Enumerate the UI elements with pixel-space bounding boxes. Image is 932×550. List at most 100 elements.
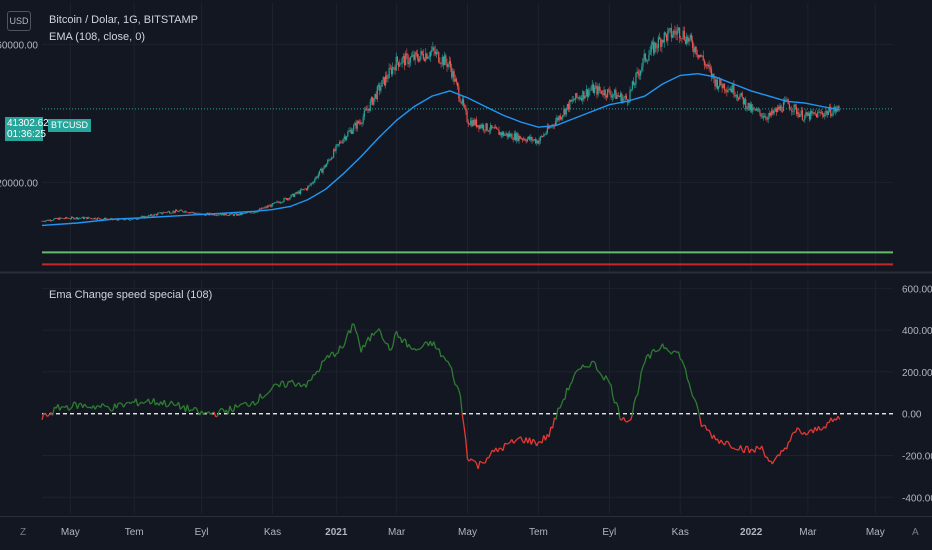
oscillator-segment (142, 401, 146, 405)
candle-body (303, 189, 305, 190)
candle-body (592, 84, 595, 94)
candle-body (47, 219, 49, 221)
candle-body (462, 99, 465, 106)
candle-body (86, 217, 88, 220)
candle-body (550, 126, 552, 128)
candle-body (349, 129, 351, 131)
oscillator-segment (663, 347, 667, 350)
candle-body (333, 149, 335, 158)
candle-body (222, 213, 224, 216)
candle-body (604, 89, 606, 96)
oscillator-segment (598, 371, 601, 375)
candle-body (762, 116, 765, 118)
candle-body (640, 70, 642, 76)
candle-body (728, 89, 730, 91)
candle-body (187, 212, 190, 214)
oscillator-segment (395, 330, 399, 338)
candle-body (52, 220, 54, 221)
candle-body (485, 123, 487, 131)
candle-body (741, 92, 743, 98)
currency-button[interactable]: USD (7, 11, 31, 31)
candle-body (427, 57, 429, 59)
timezone-button[interactable]: Z (20, 527, 27, 538)
oscillator-segment (410, 347, 413, 351)
oscillator-segment (422, 341, 426, 346)
oscillator-segment (76, 403, 80, 410)
oscillator-segment (564, 387, 568, 400)
candle-body (470, 120, 472, 125)
candle-body (220, 214, 223, 216)
candle-body (513, 133, 515, 140)
candle-body (455, 78, 458, 83)
candle-body (226, 215, 228, 216)
oscillator-segment (94, 405, 98, 410)
oscillator-segment (247, 405, 250, 408)
oscillator-segment (305, 380, 309, 388)
oscillator-segment (433, 341, 437, 349)
oscillator-segment (46, 414, 50, 417)
candle-body (619, 93, 622, 98)
candle-body (366, 109, 368, 111)
candle-body (281, 202, 283, 203)
candle-body (295, 192, 297, 195)
candle-body (76, 217, 79, 220)
candle-body (452, 71, 454, 78)
candle-body (288, 198, 290, 200)
candle-body (392, 67, 394, 75)
candle-body (360, 122, 362, 124)
candle-body (682, 30, 684, 39)
candle-body (445, 55, 447, 63)
oscillator-segment (99, 403, 103, 408)
candle-body (558, 115, 560, 121)
candle-body (239, 212, 241, 216)
oscillator-segment (541, 435, 545, 444)
oscillator-segment (629, 414, 633, 421)
oscillator-segment (701, 424, 704, 428)
oscillator-segment (341, 346, 344, 349)
candle-body (394, 67, 396, 71)
candle-body (780, 105, 782, 111)
candle-body (667, 31, 669, 41)
candle-body (128, 219, 130, 221)
candle-body (820, 112, 822, 114)
candle-body (596, 85, 598, 95)
candle-body (746, 107, 748, 109)
candle-body (385, 75, 387, 86)
candle-body (708, 64, 710, 68)
candle-body (722, 83, 724, 89)
oscillator-segment (447, 361, 451, 366)
candle-body (137, 219, 139, 220)
candle-body (54, 218, 56, 219)
candle-body (657, 37, 659, 49)
candle-body (576, 93, 578, 98)
oscillator-segment (57, 404, 61, 411)
candle-body (716, 79, 718, 89)
candle-body (406, 53, 408, 55)
oscillator-segment (665, 347, 669, 351)
candle-body (80, 217, 82, 219)
auto-scale-button[interactable]: A (912, 527, 919, 538)
candle-body (532, 140, 534, 141)
candle-body (262, 207, 264, 209)
candle-body (734, 94, 736, 97)
oscillator-segment (275, 383, 279, 386)
time-tick-label: Mar (799, 527, 817, 538)
candle-body (577, 97, 579, 98)
oscillator-segment (690, 390, 694, 397)
ema-legend[interactable]: EMA (108, close, 0) (49, 31, 145, 43)
candle-body (755, 109, 757, 111)
candle-body (242, 213, 244, 215)
candle-body (151, 214, 153, 216)
candle-body (271, 203, 273, 207)
candle-body (689, 35, 691, 39)
oscillator-title[interactable]: Ema Change speed special (108) (49, 289, 213, 301)
candle-body (797, 112, 799, 115)
candle-body (537, 140, 539, 144)
candle-body (761, 116, 763, 117)
oscillator-segment (661, 343, 665, 349)
candle-body (433, 47, 435, 51)
candle-body (692, 40, 694, 49)
candle-body (818, 111, 820, 113)
oscillator-segment (195, 407, 199, 413)
